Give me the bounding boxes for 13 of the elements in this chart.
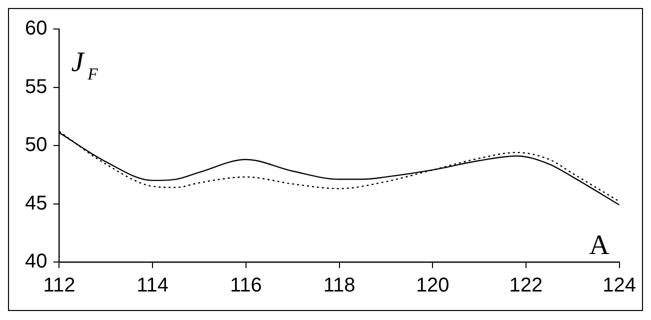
x-tick-label: 114 [136,274,169,297]
x-tick-label: 120 [416,274,450,297]
y-tick-label: 40 [24,250,48,273]
x-tick-label: 118 [323,274,356,297]
x-tick-label: 112 [43,274,76,297]
x-tick-label: 124 [602,274,636,297]
x-tick-label: 122 [509,274,543,297]
y-tick-label: 45 [24,192,48,214]
x-tick-label: 116 [230,274,262,297]
x-axis-title: A [589,230,610,261]
y-tick-label: 60 [24,18,48,40]
y-tick-label: 55 [24,76,48,98]
y-tick-label: 50 [24,134,48,156]
